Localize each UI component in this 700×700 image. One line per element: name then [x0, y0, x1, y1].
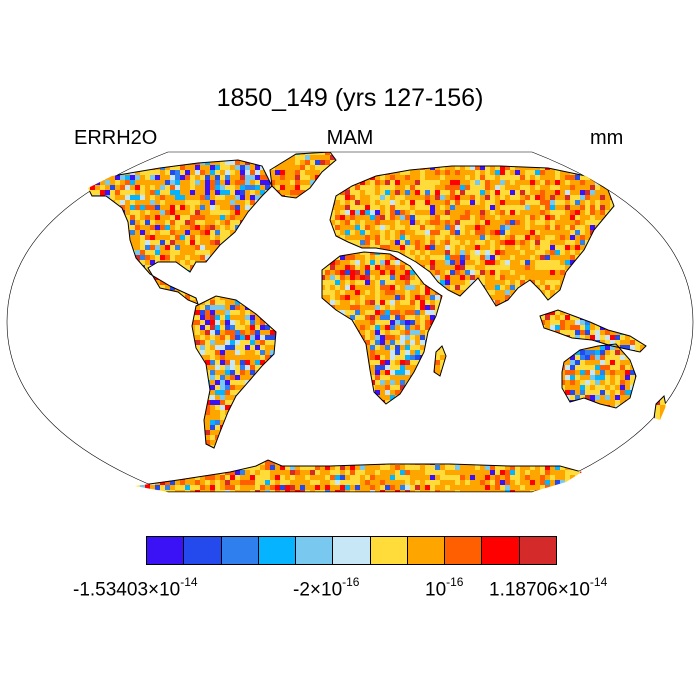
- colorbar-swatch: [258, 537, 297, 564]
- colorbar-swatch: [221, 537, 259, 564]
- colorbar-swatch: [445, 537, 483, 564]
- colorbar-label-pos-small: 10-16: [425, 575, 464, 601]
- colorbar-swatch: [333, 537, 371, 564]
- variable-label: ERRH2O: [74, 127, 158, 149]
- colorbar-swatch: [519, 537, 556, 564]
- colorbar-swatch: [482, 537, 520, 564]
- colorbar-swatch: [370, 537, 408, 564]
- map-title: 1850_149 (yrs 127-156): [216, 84, 484, 112]
- colorbar-swatch: [147, 537, 185, 564]
- season-label: MAM: [326, 127, 374, 149]
- colorbar-label-neg-small: -2×10-16: [293, 575, 360, 601]
- colorbar-swatch: [296, 537, 334, 564]
- colorbar-swatch: [184, 537, 222, 564]
- colorbar-swatch: [407, 537, 446, 564]
- colorbar-label-max: 1.18706×10-14: [489, 575, 608, 601]
- units-label: mm: [590, 127, 624, 149]
- colorbar: [146, 536, 557, 565]
- colorbar-label-min: -1.53403×10-14: [73, 575, 198, 601]
